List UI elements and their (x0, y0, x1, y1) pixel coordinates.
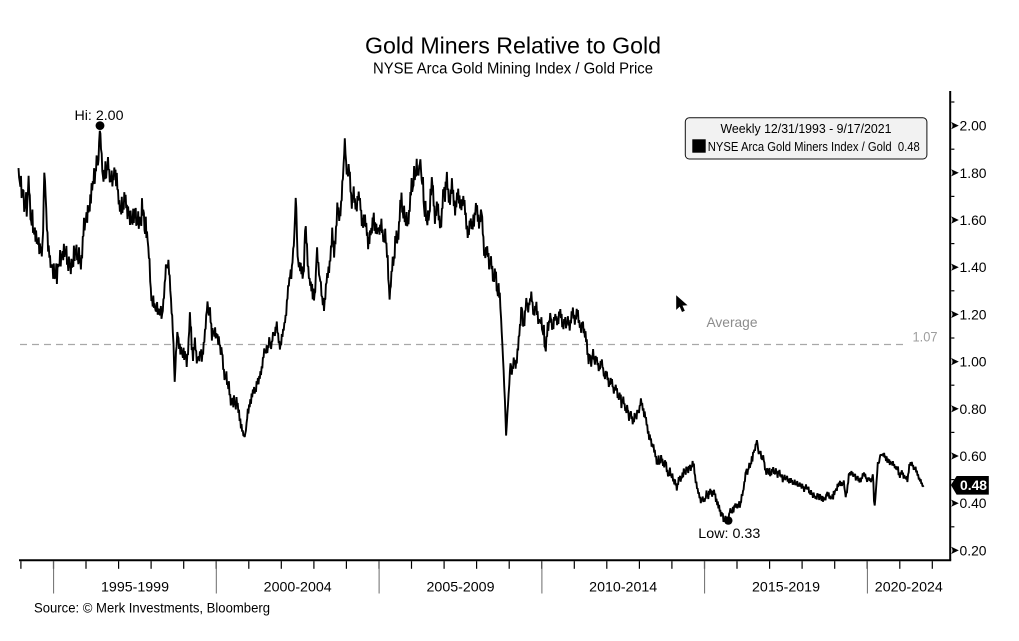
svg-text:2010-2014: 2010-2014 (589, 579, 657, 595)
svg-text:2015-2019: 2015-2019 (752, 579, 820, 595)
svg-text:0.60: 0.60 (960, 448, 987, 464)
svg-text:2000-2004: 2000-2004 (264, 579, 332, 595)
svg-text:0.20: 0.20 (960, 542, 987, 558)
svg-text:1.00: 1.00 (960, 354, 987, 370)
svg-text:Low: 0.33: Low: 0.33 (698, 525, 760, 541)
svg-text:Hi: 2.00: Hi: 2.00 (75, 108, 124, 123)
svg-text:1.07: 1.07 (913, 330, 938, 345)
svg-text:0.40: 0.40 (960, 495, 987, 511)
svg-text:Weekly 12/31/1993 - 9/17/2021: Weekly 12/31/1993 - 9/17/2021 (721, 122, 892, 136)
svg-text:1.40: 1.40 (960, 259, 987, 275)
svg-text:0.80: 0.80 (960, 401, 987, 417)
svg-text:Gold Miners Relative to Gold: Gold Miners Relative to Gold (365, 33, 661, 59)
svg-text:0.48: 0.48 (960, 478, 987, 493)
svg-text:2.00: 2.00 (960, 118, 987, 134)
svg-text:Source: © Merk Investments, Bl: Source: © Merk Investments, Bloomberg (34, 601, 270, 616)
svg-text:2005-2009: 2005-2009 (427, 579, 495, 595)
svg-text:NYSE Arca Gold Mining Index /: NYSE Arca Gold Mining Index / Gold Price (373, 60, 653, 77)
svg-text:1.60: 1.60 (960, 212, 987, 228)
svg-text:1.80: 1.80 (960, 165, 987, 181)
svg-text:1.20: 1.20 (960, 306, 987, 322)
svg-text:NYSE Arca Gold Miners Index /: NYSE Arca Gold Miners Index / Gold 0.48 (708, 140, 920, 154)
svg-text:1995-1999: 1995-1999 (101, 579, 169, 595)
svg-text:Average: Average (707, 314, 758, 330)
svg-text:2020-2024: 2020-2024 (875, 579, 943, 595)
